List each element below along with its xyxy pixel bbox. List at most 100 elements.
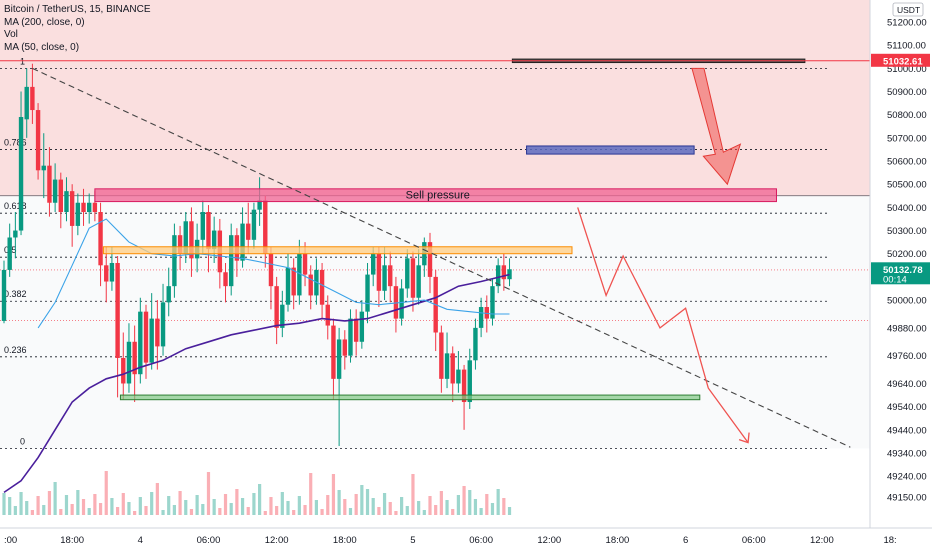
big-down-arrow xyxy=(691,67,742,186)
volume-bar xyxy=(371,498,375,515)
volume-bar xyxy=(144,506,148,515)
candle-body xyxy=(155,318,160,347)
candle-body xyxy=(1,269,7,321)
x-axis-tick-label: :00 xyxy=(4,535,17,546)
candle-body xyxy=(64,191,69,213)
candle-body xyxy=(121,357,126,384)
x-axis-tick-label: 18: xyxy=(883,535,896,546)
volume-bar xyxy=(212,499,216,515)
candle-body xyxy=(109,262,115,282)
y-axis-tick-label: 51100.00 xyxy=(887,41,926,52)
fib-level-label: 0.618 xyxy=(4,201,27,211)
volume-bar xyxy=(490,503,495,515)
candle-body xyxy=(376,253,382,291)
y-axis-tick-label: 49640.00 xyxy=(887,379,927,390)
volume-bar xyxy=(235,489,239,515)
volume-bar xyxy=(30,510,34,515)
candle-body xyxy=(336,339,342,379)
volume-bar xyxy=(394,511,398,515)
candle-body xyxy=(461,369,467,403)
x-axis-tick-label: 18:00 xyxy=(333,535,357,546)
y-axis-tick-label: 50000.00 xyxy=(887,296,927,307)
volume-bar xyxy=(360,485,364,515)
volume-bar xyxy=(320,509,324,515)
volume-bar xyxy=(47,491,52,515)
candle-body xyxy=(206,212,211,250)
candle-body xyxy=(325,304,330,326)
y-axis-tick-label: 50400.00 xyxy=(887,203,927,214)
fib-level-label: 0 xyxy=(20,436,25,446)
x-axis-tick-label: 6 xyxy=(683,535,688,546)
volume-bar xyxy=(343,499,347,515)
volume-bar xyxy=(240,498,245,515)
volume-bar xyxy=(354,494,358,515)
indicator-vol[interactable]: Vol xyxy=(4,29,18,40)
descending-trendline xyxy=(32,67,851,448)
candle-body xyxy=(427,242,433,277)
candle-body xyxy=(359,311,365,342)
volume-bar xyxy=(388,502,392,515)
volume-bar xyxy=(81,499,86,515)
y-axis[interactable]: USDT 51200.00 51100.00 51000.00 50900.00 5080… xyxy=(869,0,932,550)
orange-zone xyxy=(102,246,573,255)
candle-body xyxy=(240,223,245,261)
volume-bar xyxy=(479,508,483,515)
candle-body xyxy=(138,311,143,375)
symbol-title[interactable]: Bitcoin / TetherUS, 15, BINANCE xyxy=(4,4,151,15)
volume-bar xyxy=(167,496,171,515)
volume-bar xyxy=(275,506,279,515)
candle-body xyxy=(160,302,166,347)
volume-bar xyxy=(2,493,6,515)
candle-body xyxy=(308,274,313,296)
price-tag-label: 50132.78 xyxy=(883,265,923,276)
volume-bar xyxy=(13,506,17,515)
volume-bar xyxy=(473,499,478,515)
volume-bar xyxy=(8,497,12,515)
volume-bar xyxy=(76,490,80,515)
x-axis[interactable]: :00 18:00 4 06:00 12:00 18:00 5 06:00 12:00 18:00… xyxy=(0,527,932,550)
x-axis-tick-label: 06:00 xyxy=(742,535,766,546)
candle-body xyxy=(365,274,370,312)
volume-bar xyxy=(269,497,273,515)
volume-bar xyxy=(184,500,188,515)
y-axis-tick-label: 50700.00 xyxy=(887,133,927,144)
volume-bar xyxy=(314,500,318,515)
candle-body xyxy=(126,341,132,384)
y-axis-tick-label: 49340.00 xyxy=(887,449,927,460)
x-axis-tick-label: 12:00 xyxy=(265,535,289,546)
candle-body xyxy=(450,353,455,384)
indicator-ma50[interactable]: MA (50, close, 0) xyxy=(4,41,80,53)
y-axis-tick-label: 50200.00 xyxy=(887,249,927,260)
price-tag xyxy=(871,53,930,67)
candle-body xyxy=(263,200,268,254)
volume-bar xyxy=(303,505,307,515)
x-axis-tick-label: 06:00 xyxy=(469,535,493,546)
volume-bar xyxy=(19,492,23,515)
y-axis-tick-label: 50300.00 xyxy=(887,226,927,237)
volume-bar xyxy=(195,495,199,515)
candle-body xyxy=(297,253,302,296)
candle-body xyxy=(143,311,149,363)
candle-body xyxy=(132,341,137,375)
candle-body xyxy=(81,202,86,213)
price-tag xyxy=(871,262,930,285)
candle-body xyxy=(319,269,325,305)
volume-bar xyxy=(405,506,409,515)
candle-body xyxy=(92,202,98,213)
projection-path xyxy=(577,207,749,443)
candle-body xyxy=(467,360,472,403)
candle-body xyxy=(52,179,58,203)
volume-bar xyxy=(138,497,142,515)
volume-bar xyxy=(229,503,233,515)
candle-body xyxy=(251,209,257,240)
volume-bar xyxy=(280,492,284,515)
volume-bar xyxy=(36,496,40,515)
x-axis-bg xyxy=(0,528,932,550)
volume-bar xyxy=(292,510,296,515)
candle-body xyxy=(274,286,279,328)
candle-body xyxy=(285,267,291,305)
indicator-ma200[interactable]: MA (200, close, 0) xyxy=(4,16,85,28)
x-axis-tick-label: 18:00 xyxy=(60,535,84,546)
candle-body xyxy=(495,265,501,287)
